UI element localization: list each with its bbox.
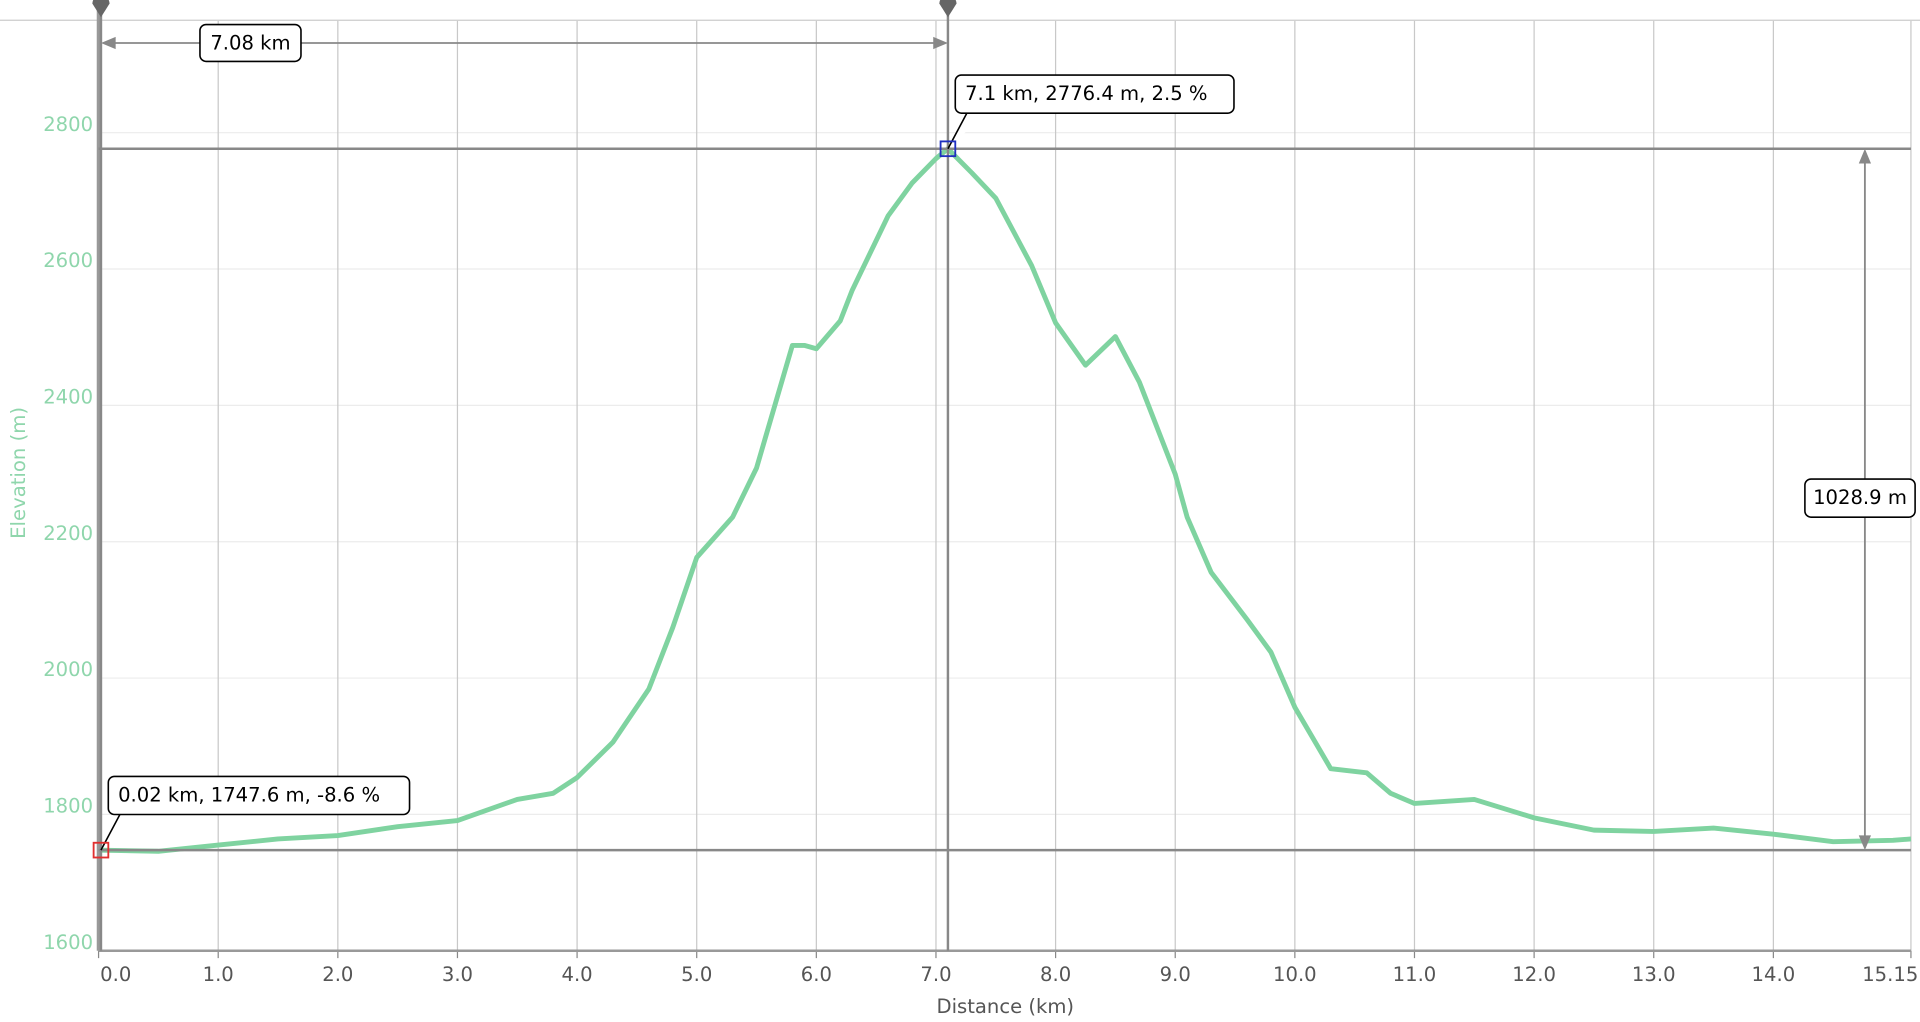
y-tick-label: 2200	[43, 522, 93, 545]
y-tick-label: 1800	[43, 795, 93, 818]
x-tick-label: 2.0	[322, 963, 353, 986]
y-axis-title: Elevation (m)	[7, 407, 30, 539]
point-marker	[92, 841, 110, 859]
x-tick-label: 14.0	[1752, 963, 1796, 986]
callout-box	[954, 74, 1235, 114]
x-tick-label: 5.0	[681, 963, 712, 986]
elevation-line	[100, 146, 1912, 854]
callout-box	[107, 775, 411, 816]
distance-label: 7.08 km	[210, 32, 290, 55]
callout-label: 7.1 km, 2776.4 m, 2.5 %	[965, 82, 1207, 105]
x-axis-title: Distance (km)	[937, 995, 1075, 1018]
y-tick-label: 2800	[43, 113, 93, 136]
pin	[92, 0, 110, 18]
callout-label: 0.02 km, 1747.6 m, -8.6 %	[118, 784, 380, 807]
distance-box	[199, 23, 302, 63]
x-tick-label: 1.0	[203, 963, 234, 986]
y-tick-label: 1600	[43, 931, 93, 954]
x-tick-label: 13.0	[1632, 963, 1676, 986]
x-tick-label: 7.0	[920, 963, 951, 986]
pin	[939, 0, 957, 18]
x-tick-label: 6.0	[801, 963, 832, 986]
point-marker	[939, 140, 957, 158]
x-tick-label: 12.0	[1512, 963, 1556, 986]
y-tick-label: 2000	[43, 658, 93, 681]
x-tick-label: 3.0	[442, 963, 473, 986]
y-tick-label: 2400	[43, 385, 93, 408]
x-tick-label: 11.0	[1393, 963, 1437, 986]
y-tick-label: 2600	[43, 249, 93, 272]
height-box	[1804, 478, 1916, 518]
x-tick-label: 15.15	[1862, 963, 1918, 986]
x-tick-label: 9.0	[1160, 963, 1191, 986]
height-label: 1028.9 m	[1813, 486, 1907, 509]
x-tick-label: 10.0	[1273, 963, 1317, 986]
x-tick-label: 4.0	[562, 963, 593, 986]
x-tick-label: 8.0	[1040, 963, 1071, 986]
x-tick-label: 0.0	[100, 963, 131, 986]
